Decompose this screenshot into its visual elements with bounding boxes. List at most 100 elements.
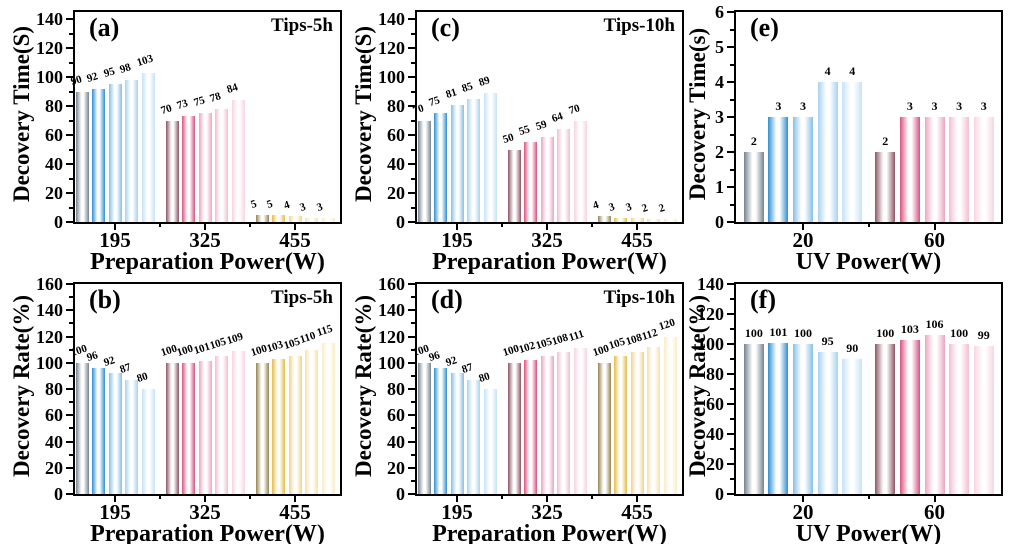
y-tick-label: 140 — [378, 300, 405, 321]
bar-value-label: 59 — [533, 117, 548, 133]
condition-annotation: Tips-10h — [603, 15, 675, 36]
bar-value-label: 100 — [744, 326, 763, 340]
y-tick-label: 20 — [45, 183, 63, 204]
condition-annotation: Tips-5h — [271, 287, 333, 308]
plot-area: (e) 0 1 2 3 4 5 6 20 60 UV Power(W) 2 3 3 4 4 2 3 3 3 3 — [715, 2, 1003, 275]
y-minor-tick — [411, 322, 415, 325]
y-minor-tick — [411, 401, 415, 404]
y-minor-tick — [411, 479, 415, 482]
bar — [507, 362, 521, 494]
bar-value-label: 89 — [476, 74, 491, 90]
y-tick-label: 0 — [715, 212, 724, 232]
y-minor-tick — [69, 61, 73, 64]
bar — [507, 149, 521, 222]
y-minor-tick — [69, 348, 73, 351]
bar — [573, 348, 587, 494]
bar — [92, 88, 105, 222]
x-major-tick — [114, 495, 116, 502]
bar — [899, 117, 920, 222]
y-minor-tick — [730, 203, 734, 206]
y-tick-label: 120 — [378, 326, 405, 347]
x-axis-title: UV Power(W) — [795, 521, 942, 544]
y-major-tick — [727, 373, 734, 375]
y-major-tick — [66, 163, 73, 166]
bar — [272, 358, 285, 494]
y-major-tick — [727, 493, 734, 495]
bar — [743, 344, 764, 494]
y-major-tick — [66, 47, 73, 50]
bar — [817, 82, 838, 222]
y-tick-label: 100 — [697, 334, 724, 354]
y-tick-label: 2 — [715, 142, 724, 162]
panel-letter: (b) — [89, 285, 121, 314]
x-axis-title: Preparation Power(W) — [432, 249, 667, 275]
x-major-tick — [114, 223, 116, 230]
bar — [597, 362, 611, 494]
bar — [467, 379, 480, 494]
bar — [165, 120, 179, 222]
x-minor-tick — [501, 495, 503, 499]
x-tick-label: 60 — [924, 228, 945, 252]
condition-annotation: Tips-10h — [603, 287, 675, 308]
y-tick-label: 120 — [36, 326, 63, 347]
y-major-tick — [66, 388, 73, 390]
bar-value-label: 81 — [443, 85, 458, 101]
x-minor-tick — [591, 495, 593, 499]
x-axis-title: Preparation Power(W) — [432, 521, 667, 544]
bar — [842, 359, 863, 494]
bar — [215, 109, 228, 222]
bar-value-label: 96 — [427, 349, 442, 364]
y-major-tick — [727, 463, 734, 465]
y-major-tick — [66, 309, 73, 312]
y-minor-tick — [411, 32, 415, 35]
y-major-tick — [66, 105, 73, 108]
y-minor-tick — [411, 61, 415, 64]
y-major-tick — [727, 81, 734, 83]
x-tick-label: 195 — [441, 228, 473, 252]
y-tick-label: 100 — [36, 67, 63, 88]
bar — [417, 362, 431, 494]
bar — [647, 347, 660, 494]
bar-value-label: 2 — [640, 201, 650, 216]
bar — [108, 373, 122, 494]
bar-value-label: 84 — [224, 81, 239, 97]
y-tick-label: 6 — [715, 2, 724, 22]
bar — [75, 362, 89, 494]
x-minor-tick — [249, 495, 251, 499]
bar — [255, 362, 269, 494]
y-major-tick — [727, 221, 734, 223]
y-major-tick — [727, 313, 734, 315]
x-tick-label: 20 — [792, 228, 814, 252]
bar — [524, 360, 537, 494]
x-minor-tick — [867, 223, 870, 227]
bar-value-label: 112 — [640, 326, 660, 343]
y-major-tick — [408, 493, 415, 495]
bar-value-label: 70 — [158, 101, 173, 117]
x-tick-label: 455 — [279, 500, 311, 524]
x-minor-tick — [591, 223, 593, 227]
x-major-tick — [204, 223, 206, 230]
bar — [305, 217, 318, 222]
y-tick-label: 3 — [715, 107, 724, 127]
x-major-tick — [294, 495, 296, 502]
x-major-tick — [802, 495, 804, 502]
bar-value-label: 3 — [314, 200, 324, 214]
bar — [973, 345, 994, 494]
bar — [75, 91, 89, 222]
bar-value-label: 90 — [68, 72, 83, 88]
y-tick-label: 60 — [706, 394, 724, 414]
y-minor-tick — [411, 177, 415, 180]
y-minor-tick — [730, 358, 734, 360]
y-tick-label: 1 — [715, 177, 724, 197]
bar-value-label: 3 — [980, 99, 987, 113]
bar-value-label: 100 — [950, 326, 969, 340]
x-tick-label: 325 — [189, 228, 221, 252]
y-tick-label: 0 — [54, 212, 63, 232]
bar-value-label: 3 — [800, 99, 806, 113]
bar-value-label: 87 — [460, 361, 475, 376]
bar-value-label: 5 — [248, 197, 258, 211]
x-tick-label: 325 — [531, 228, 563, 252]
bar-value-label: 3 — [956, 99, 963, 113]
bar-value-label: 85 — [460, 80, 475, 95]
y-tick-label: 60 — [387, 125, 405, 146]
